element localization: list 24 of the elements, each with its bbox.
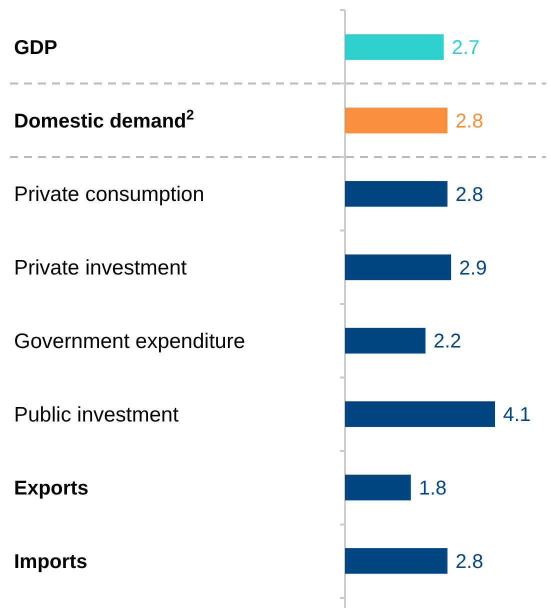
y-tick-label: Imports [14,550,88,573]
bar [345,108,448,134]
data-label: 2.7 [452,37,480,60]
data-label: 2.8 [455,110,484,132]
data-label: 4.1 [503,404,531,426]
data-label: 2.8 [455,550,484,573]
y-tick-label: GDP [14,37,58,60]
data-label: 1.8 [418,478,447,500]
y-tick-label: Public investment [14,403,179,426]
y-tick-label: Exports [14,478,88,500]
y-tick-label: Government expenditure [14,330,246,354]
data-label: 2.2 [433,330,462,353]
bar [345,34,444,60]
y-tick-label: Private investment [14,256,187,280]
bar [345,548,448,574]
data-label: 2.8 [455,184,484,206]
y-tick-label: Domestic demand$^{2}$ [14,106,194,132]
bar [345,474,411,500]
bar [345,401,495,427]
data-label: 2.9 [459,257,487,280]
bar [345,181,448,207]
y-tick-label: Private consumption [14,183,204,206]
bar [345,328,426,354]
bar [345,254,452,280]
